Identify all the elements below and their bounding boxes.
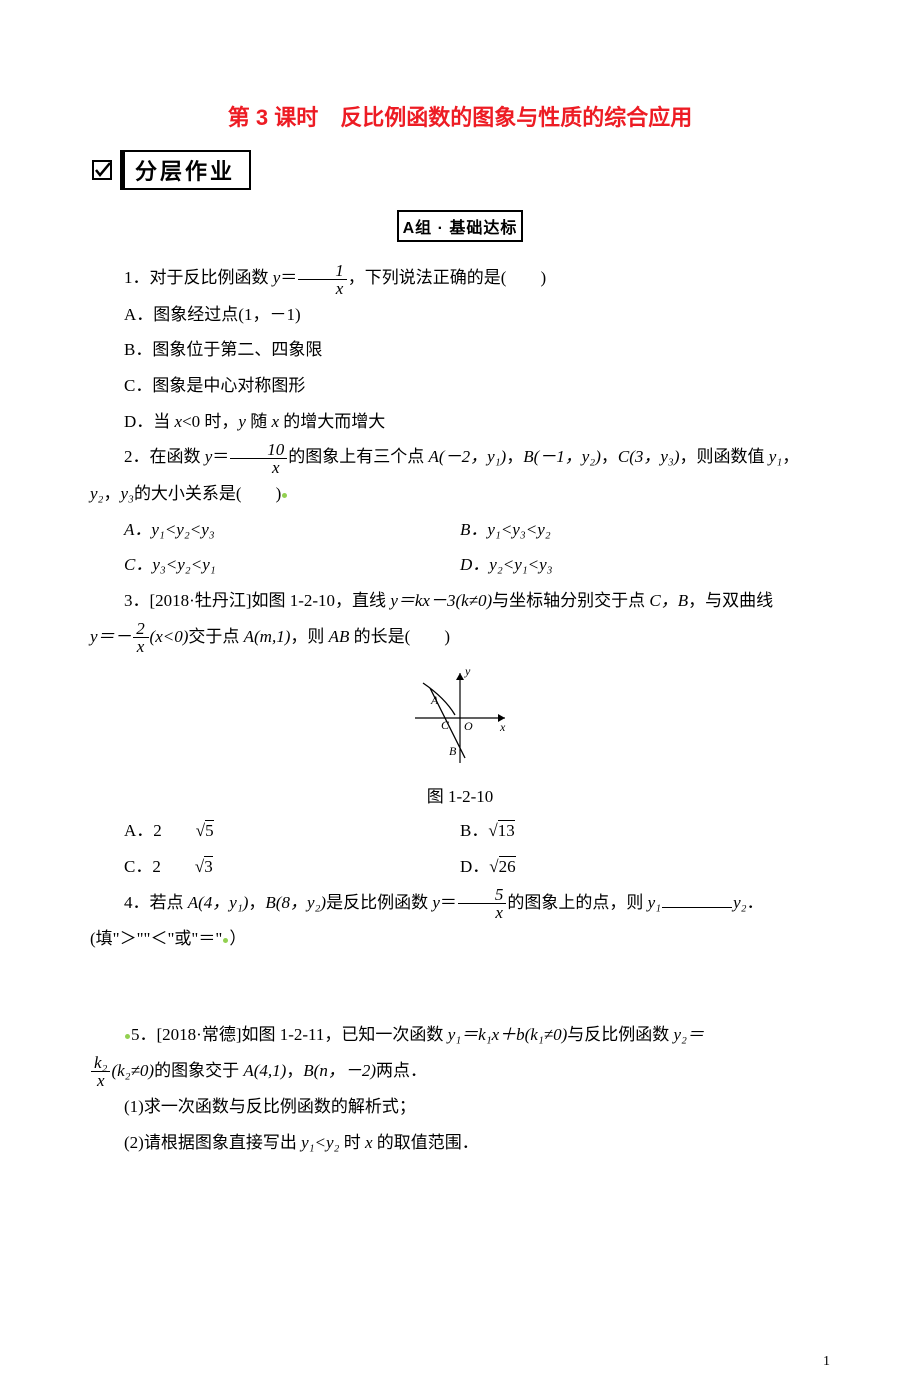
page-title: 第 3 课时 反比例函数的图象与性质的综合应用 xyxy=(90,100,830,132)
accent-dot-icon xyxy=(223,938,228,943)
svg-text:x: x xyxy=(499,720,506,734)
q3-opts-row1: A．2√5 B．√13 xyxy=(90,813,830,849)
q3-fig-caption: 图 1-2-10 xyxy=(90,782,830,807)
q1-stem: 1．对于反比例函数 y＝1x，下列说法正确的是( ) xyxy=(90,260,830,297)
q3-opts-row2: C．2√3 D．√26 xyxy=(90,849,830,885)
q5-sub2: (2)请根据图象直接写出 y₁<y₂ 时 x 的取值范围． xyxy=(90,1125,830,1161)
q5-stem-line1: 5．[2018·常德]如图 1-2-11，已知一次函数 y₁＝k₁x＋b(k₁≠… xyxy=(90,1017,830,1053)
q1-opt-a: A．图象经过点(1，－1) xyxy=(90,297,830,333)
svg-text:A: A xyxy=(430,693,439,707)
q1-opt-c: C．图象是中心对称图形 xyxy=(90,368,830,404)
checkbox-icon xyxy=(90,158,114,182)
svg-text:O: O xyxy=(464,719,473,733)
svg-text:C: C xyxy=(441,718,450,732)
section-header: 分层作业 xyxy=(90,150,830,190)
q5-stem-line2: k₂x(k₂≠0)的图象交于 A(4,1)，B(n，－2)两点． xyxy=(90,1053,830,1090)
q2-stem-line2: y₂，y₃的大小关系是( ) xyxy=(90,476,830,512)
section-label: 分层作业 xyxy=(120,150,251,190)
q5-sub1: (1)求一次函数与反比例函数的解析式； xyxy=(90,1089,830,1125)
group-label-wrap: A组 · 基础达标 xyxy=(90,210,830,242)
q2-stem-line1: 2．在函数 y＝10x的图象上有三个点 A(－2，y₁)，B(－1，y₂)，C(… xyxy=(90,439,830,476)
q2-opts-row1: A．y₁<y₂<y₃ B．y₁<y₃<y₂ xyxy=(90,512,830,548)
accent-dot-icon xyxy=(282,493,287,498)
svg-text:B: B xyxy=(449,744,457,758)
svg-text:y: y xyxy=(464,664,471,678)
accent-dot-icon xyxy=(125,1034,130,1039)
fill-blank xyxy=(662,907,732,908)
q1-opt-d: D．当 x<0 时，y 随 x 的增大而增大 xyxy=(90,404,830,440)
page-number: 1 xyxy=(823,1354,830,1370)
q3-figure: x y O A C B xyxy=(90,663,830,778)
q2-opts-row2: C．y₃<y₂<y₁ D．y₂<y₁<y₃ xyxy=(90,547,830,583)
q3-stem-line2: y＝－2x(x<0)交于点 A(m,1)，则 AB 的长是( ) xyxy=(90,619,830,656)
group-label: A组 · 基础达标 xyxy=(397,210,524,242)
q1-opt-b: B．图象位于第二、四象限 xyxy=(90,332,830,368)
q3-stem-line1: 3．[2018·牡丹江]如图 1-2-10，直线 y＝kx－3(k≠0)与坐标轴… xyxy=(90,583,830,619)
q4-stem: 4．若点 A(4，y₁)，B(8，y₂)是反比例函数 y＝5x的图象上的点，则 … xyxy=(90,885,830,957)
